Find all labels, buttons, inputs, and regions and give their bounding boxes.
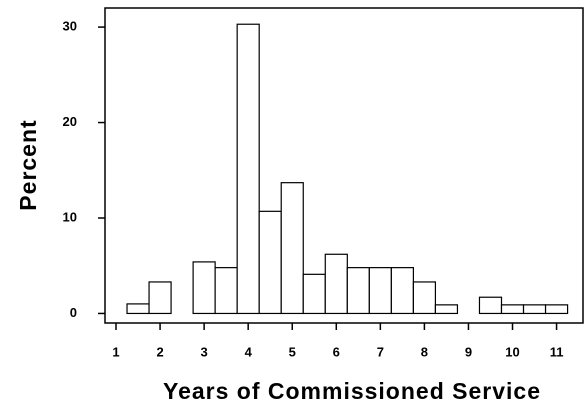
- bar: [324, 253, 348, 315]
- bar: [192, 261, 216, 315]
- x-tick-label: 7: [377, 344, 384, 359]
- bar: [500, 304, 525, 315]
- bar: [214, 267, 238, 315]
- bar: [412, 281, 437, 315]
- x-axis-label: Years of Commissioned Service: [163, 378, 541, 404]
- bar: [434, 304, 459, 315]
- y-axis-label: Percent: [15, 119, 41, 210]
- bar: [390, 267, 414, 315]
- x-tick-label: 10: [505, 344, 519, 359]
- x-tick-label: 4: [245, 344, 253, 359]
- x-tick-label: 11: [550, 344, 564, 359]
- bar: [522, 304, 547, 315]
- x-tick-label: 2: [156, 344, 163, 359]
- bar: [368, 267, 392, 315]
- plot-frame: [104, 7, 584, 324]
- bar: [302, 273, 326, 315]
- x-tick-label: 3: [201, 344, 208, 359]
- y-tick-label: 10: [63, 209, 77, 224]
- bar: [148, 281, 172, 315]
- bar: [346, 267, 370, 315]
- bar: [236, 23, 260, 315]
- y-tick-label: 20: [63, 114, 77, 129]
- x-tick-label: 9: [465, 344, 472, 359]
- bar: [258, 210, 282, 315]
- bar: [126, 303, 150, 315]
- x-tick-label: 1: [112, 344, 119, 359]
- x-tick-label: 8: [421, 344, 428, 359]
- bar: [280, 182, 304, 315]
- y-tick-label: 30: [63, 19, 77, 34]
- bar: [478, 296, 503, 315]
- x-tick-label: 5: [289, 344, 296, 359]
- y-tick-label: 0: [70, 305, 77, 320]
- x-tick-label: 6: [333, 344, 340, 359]
- bar: [544, 304, 569, 315]
